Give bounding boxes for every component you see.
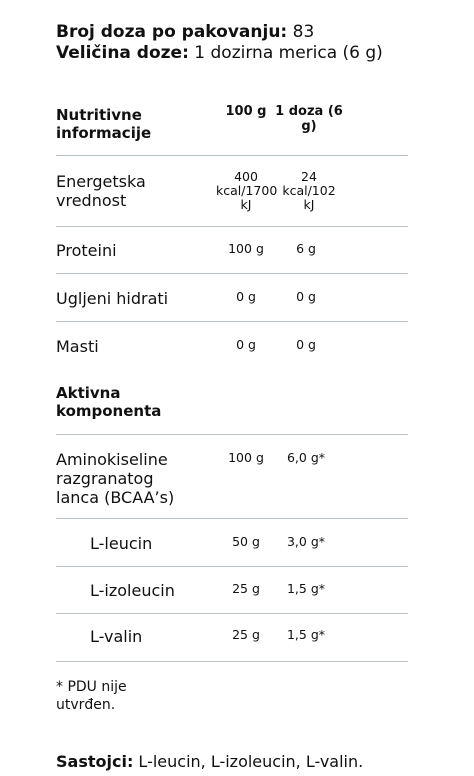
- row-bcaa-100g: 100 g: [228, 450, 264, 465]
- ingredients-value: L-leucin, L-izoleucin, L-valin.: [133, 752, 364, 771]
- nutrition-heading: Nutritivne informacije: [56, 106, 152, 142]
- row-valine-100g: 25 g: [232, 627, 260, 642]
- divider: [56, 661, 408, 662]
- row-name-bcaa: Aminokiseline razgranatog lanca (BCAA’s): [56, 450, 175, 507]
- row-fat-dose: 0 g: [296, 337, 316, 352]
- row-isoleucine-dose: 1,5 g*: [286, 581, 326, 596]
- col-header-dose: 1 doza (6 g): [275, 104, 343, 134]
- servings-per-package: Broj doza po pakovanju: 83: [56, 22, 383, 43]
- row-name-valine: L-valin: [90, 627, 143, 646]
- row-name-energy: Energetska vrednost: [56, 172, 146, 210]
- row-leucine-dose: 3,0 g*: [286, 534, 326, 549]
- servings-value: 83: [287, 22, 315, 42]
- serving-info: Broj doza po pakovanju: 83 Veličina doze…: [56, 22, 383, 64]
- divider: [56, 155, 408, 156]
- serving-size: Veličina doze: 1 dozirna merica (6 g): [56, 43, 383, 64]
- row-valine-dose: 1,5 g*: [286, 627, 326, 642]
- servings-label: Broj doza po pakovanju:: [56, 22, 288, 42]
- divider: [56, 434, 408, 435]
- active-component-heading: Aktivna komponenta: [56, 384, 162, 420]
- footnote: * PDU nije utvrđen.: [56, 679, 127, 713]
- row-bcaa-dose: 6,0 g*: [286, 450, 326, 465]
- row-leucine-100g: 50 g: [232, 534, 260, 549]
- ingredients-label: Sastojci:: [56, 752, 134, 771]
- row-carbs-100g: 0 g: [236, 289, 256, 304]
- row-energy-dose: 24 kcal/102 kJ: [282, 169, 336, 212]
- row-name-protein: Proteini: [56, 241, 117, 260]
- row-fat-100g: 0 g: [236, 337, 256, 352]
- row-name-fat: Masti: [56, 337, 99, 356]
- row-name-isoleucine: L-izoleucin: [90, 581, 175, 600]
- col-header-100g: 100 g: [225, 104, 267, 119]
- row-name-carbs: Ugljeni hidrati: [56, 289, 169, 308]
- row-protein-dose: 6 g: [296, 241, 316, 256]
- row-name-leucine: L-leucin: [90, 534, 153, 553]
- row-energy-100g: 400 kcal/1700 kJ: [216, 169, 278, 212]
- divider: [56, 226, 408, 227]
- divider: [56, 518, 408, 519]
- row-carbs-dose: 0 g: [296, 289, 316, 304]
- divider: [56, 273, 408, 274]
- ingredients: Sastojci: L-leucin, L-izoleucin, L-valin…: [56, 752, 363, 772]
- size-label: Veličina doze:: [56, 43, 189, 63]
- divider: [56, 613, 408, 614]
- size-value: 1 dozirna merica (6 g): [188, 43, 383, 63]
- divider: [56, 321, 408, 322]
- row-protein-100g: 100 g: [228, 241, 264, 256]
- row-isoleucine-100g: 25 g: [232, 581, 260, 596]
- divider: [56, 566, 408, 567]
